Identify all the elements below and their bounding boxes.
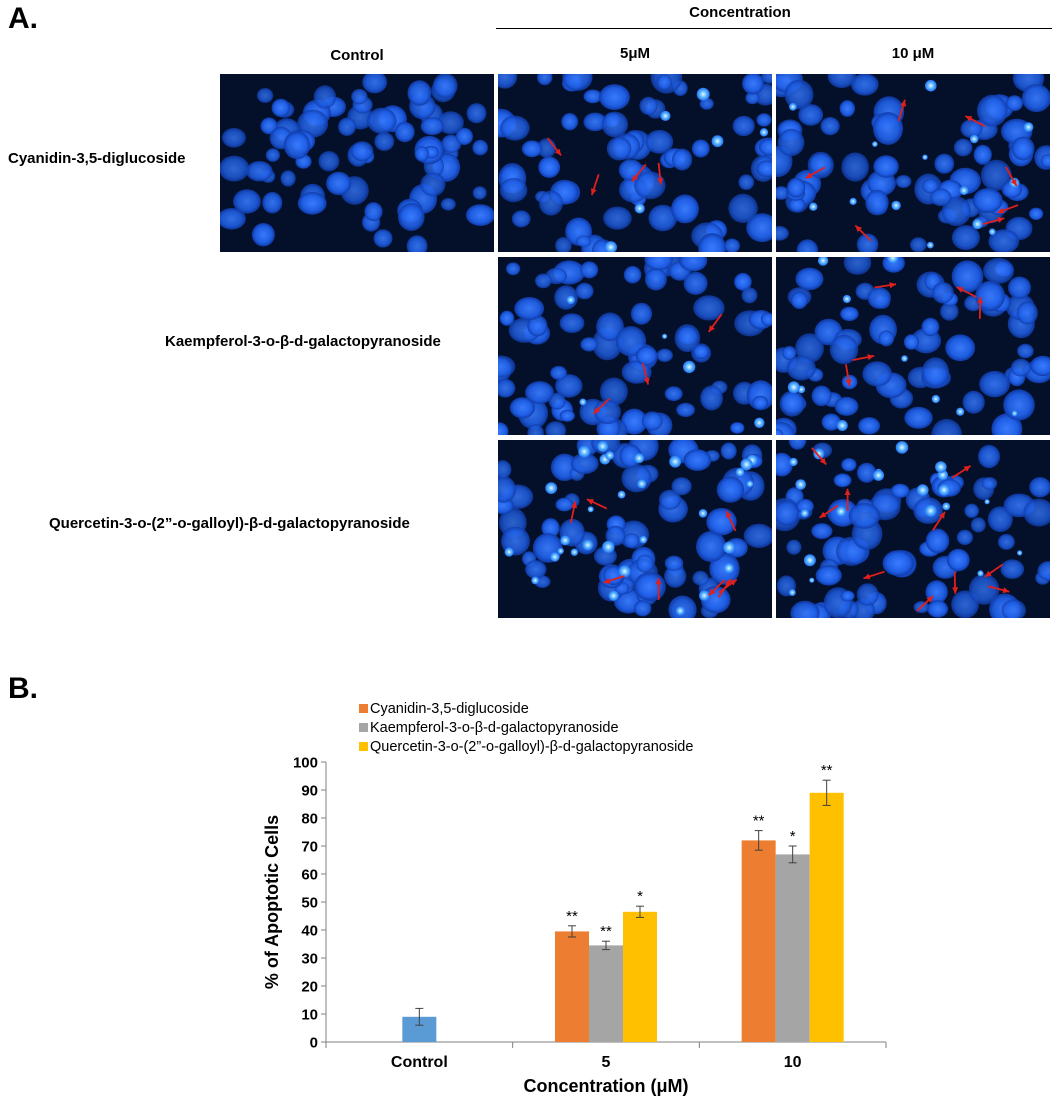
red-arrow-icon <box>819 511 827 518</box>
micrograph-quercetin-10um <box>776 440 1050 618</box>
red-arrow-icon <box>805 172 813 179</box>
x-tick-label: Control <box>391 1054 448 1071</box>
bar-series-3-10 <box>809 792 844 1042</box>
red-arrow-icon <box>586 499 594 505</box>
red-arrow-icon <box>844 488 851 495</box>
panel-b-label: B. <box>8 672 38 705</box>
y-axis-title: % of Apoptotic Cells <box>262 815 282 989</box>
concentration-divider <box>496 28 1052 29</box>
red-arrow-icon <box>708 325 715 332</box>
micrograph-quercetin-5um <box>498 440 772 618</box>
y-tick-label: 20 <box>301 979 318 996</box>
y-tick-label: 40 <box>301 923 318 940</box>
red-arrow-icon <box>863 573 871 580</box>
significance-label: ** <box>821 762 833 779</box>
red-arrow-icon <box>603 577 611 584</box>
y-tick-label: 70 <box>301 839 318 856</box>
red-arrow-icon <box>593 407 601 414</box>
red-arrow-icon <box>1002 587 1010 594</box>
y-tick-label: 80 <box>301 811 318 828</box>
red-arrow-icon <box>554 148 562 156</box>
red-arrow-icon <box>952 587 959 594</box>
row-label-cyanidin: Cyanidin-3,5-diglucoside <box>8 150 186 167</box>
micrograph-cyanidin-5um <box>498 74 772 252</box>
legend-swatch <box>359 742 368 751</box>
micrograph-control-cyanidin <box>220 74 494 252</box>
red-arrow-icon <box>643 377 650 385</box>
y-tick-label: 0 <box>310 1035 318 1052</box>
column-label-10um: 10 μM <box>891 45 935 62</box>
red-arrow-icon <box>984 570 992 577</box>
red-arrow-icon <box>956 287 964 293</box>
red-arrow-icon <box>939 511 945 519</box>
significance-label: ** <box>600 923 612 940</box>
red-arrow-icon <box>819 457 827 465</box>
row-label-kaempferol: Kaempferol-3-o-β-d-galactopyranoside <box>165 333 441 350</box>
red-arrow-icon <box>855 225 862 232</box>
x-tick-label: 10 <box>784 1054 802 1071</box>
panel-a-label: A. <box>8 2 38 35</box>
legend-entry: Cyanidin-3,5-diglucoside <box>370 701 529 717</box>
significance-label: * <box>637 888 643 905</box>
red-arrow-icon <box>977 296 984 304</box>
column-label-5um: 5μM <box>619 45 650 62</box>
apoptosis-bar-chart: Cyanidin-3,5-diglucoside Kaempferol-3-o-β… <box>262 701 887 1096</box>
x-axis-title: Concentration (μM) <box>524 1076 689 1096</box>
red-arrow-icon <box>845 379 852 386</box>
x-tick-label: 5 <box>602 1054 611 1071</box>
legend-swatch <box>359 723 368 732</box>
y-tick-label: 100 <box>293 755 318 772</box>
row-label-quercetin: Quercetin-3-o-(2”-o-galloyl)-β-d-galacto… <box>49 515 410 532</box>
legend-entry: Quercetin-3-o-(2”-o-galloyl)-β-d-galacto… <box>370 739 693 755</box>
red-arrow-icon <box>571 501 577 509</box>
red-arrow-icon <box>590 188 597 196</box>
red-arrow-icon <box>726 511 732 518</box>
red-arrow-icon <box>926 596 934 603</box>
y-tick-label: 60 <box>301 867 318 884</box>
y-tick-label: 50 <box>301 895 318 912</box>
bar-series-2-5 <box>589 945 623 1042</box>
legend-swatch <box>359 704 368 713</box>
red-arrow-icon <box>965 116 973 122</box>
column-label-control: Control <box>330 47 384 64</box>
red-arrow-icon <box>963 465 971 472</box>
red-arrow-icon <box>631 174 639 182</box>
legend-entry: Kaempferol-3-o-β-d-galactopyranoside <box>370 720 619 736</box>
red-arrow-icon <box>867 354 875 361</box>
micrograph-kaempferol-10um <box>776 257 1050 435</box>
significance-label: * <box>790 828 796 845</box>
micrograph-cyanidin-10um <box>776 74 1050 252</box>
red-arrow-icon <box>900 99 906 107</box>
micrograph-kaempferol-5um <box>498 257 772 435</box>
y-tick-label: 30 <box>301 951 318 968</box>
y-tick-label: 10 <box>301 1007 318 1024</box>
y-tick-label: 90 <box>301 783 318 800</box>
red-arrow-icon <box>729 579 737 586</box>
red-arrow-icon <box>657 178 664 185</box>
bar-series-2-10 <box>775 854 810 1042</box>
bar-series-1-10 <box>741 840 776 1042</box>
red-arrow-icon <box>655 577 662 585</box>
red-arrow-icon <box>997 217 1005 223</box>
significance-label: ** <box>753 813 765 830</box>
bar-series-1-5 <box>555 931 589 1042</box>
red-arrow-icon <box>997 207 1005 214</box>
concentration-header: Concentration <box>689 4 791 21</box>
red-arrow-icon <box>1010 179 1017 186</box>
significance-label: ** <box>566 908 578 925</box>
bar-series-3-5 <box>623 911 657 1042</box>
red-arrow-icon <box>889 282 897 289</box>
